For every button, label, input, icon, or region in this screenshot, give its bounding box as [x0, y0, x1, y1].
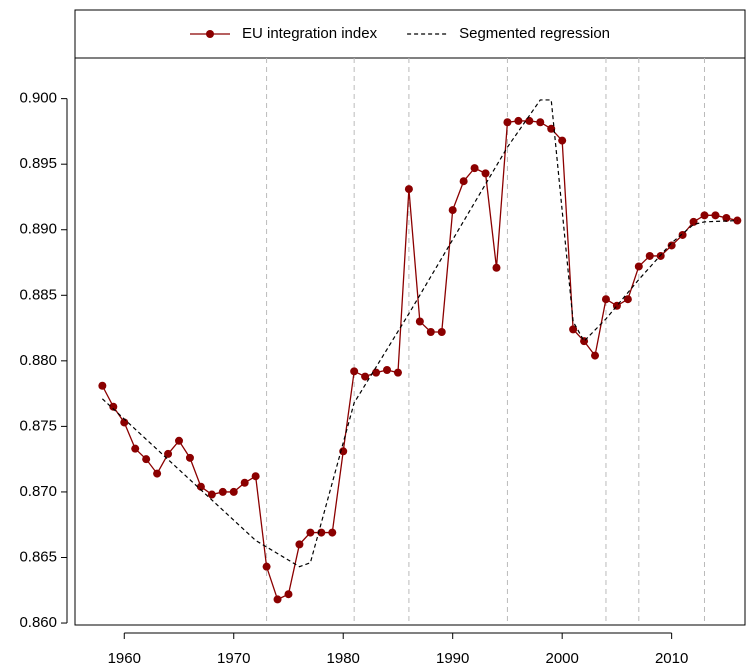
x-tick-label: 1990 — [436, 650, 469, 667]
point — [393, 368, 402, 377]
y-tick-label: 0.860 — [19, 614, 57, 631]
point — [240, 478, 249, 487]
point — [667, 241, 676, 250]
point — [711, 211, 720, 220]
point — [689, 217, 698, 226]
y-tick-label: 0.870 — [19, 483, 57, 500]
point — [547, 124, 556, 133]
point — [185, 453, 194, 462]
point — [284, 590, 293, 599]
point — [295, 540, 304, 549]
point — [645, 251, 654, 260]
point — [218, 487, 227, 496]
point — [558, 136, 567, 145]
point — [404, 185, 413, 194]
point — [306, 528, 315, 537]
point — [142, 455, 151, 464]
point — [153, 469, 162, 478]
point — [229, 487, 238, 496]
point — [591, 351, 600, 360]
point — [525, 116, 534, 125]
x-tick-label: 2000 — [545, 650, 578, 667]
point — [120, 418, 129, 427]
point — [98, 381, 107, 390]
point — [175, 436, 184, 445]
point — [459, 177, 468, 186]
point — [601, 295, 610, 304]
x-tick-label: 2010 — [655, 650, 688, 667]
y-tick-label: 0.895 — [19, 155, 57, 172]
series-line — [101, 99, 738, 568]
point — [328, 528, 337, 537]
point — [415, 317, 424, 326]
y-tick-label: 0.880 — [19, 352, 57, 369]
point — [426, 327, 435, 336]
point — [350, 367, 359, 376]
point — [492, 263, 501, 272]
y-tick-label: 0.885 — [19, 286, 57, 303]
point — [448, 206, 457, 215]
series-line — [101, 120, 738, 601]
point — [437, 327, 446, 336]
y-tick-label: 0.890 — [19, 221, 57, 238]
plot-box — [74, 9, 746, 626]
point — [481, 169, 490, 178]
legend-label: Segmented regression — [459, 25, 610, 42]
y-tick-label: 0.875 — [19, 417, 57, 434]
legend-point — [206, 30, 214, 38]
point — [372, 368, 381, 377]
legend-label: EU integration index — [242, 25, 378, 42]
point — [383, 366, 392, 375]
point — [623, 295, 632, 304]
point — [470, 164, 479, 173]
point — [700, 211, 709, 220]
x-tick-label: 1980 — [327, 650, 360, 667]
point — [251, 472, 260, 481]
point — [196, 482, 205, 491]
point — [569, 325, 578, 334]
point — [514, 116, 523, 125]
point — [361, 372, 370, 381]
point — [678, 230, 687, 239]
y-tick-label: 0.900 — [19, 90, 57, 107]
point — [634, 262, 643, 271]
y-tick-label: 0.865 — [19, 548, 57, 565]
x-tick-label: 1960 — [108, 650, 141, 667]
point — [273, 595, 282, 604]
point — [109, 402, 118, 411]
point — [164, 449, 173, 458]
x-tick-label: 1970 — [217, 650, 250, 667]
point — [503, 118, 512, 127]
point — [536, 118, 545, 127]
point — [722, 213, 731, 222]
point — [131, 444, 140, 453]
point — [262, 562, 271, 571]
point — [207, 490, 216, 499]
